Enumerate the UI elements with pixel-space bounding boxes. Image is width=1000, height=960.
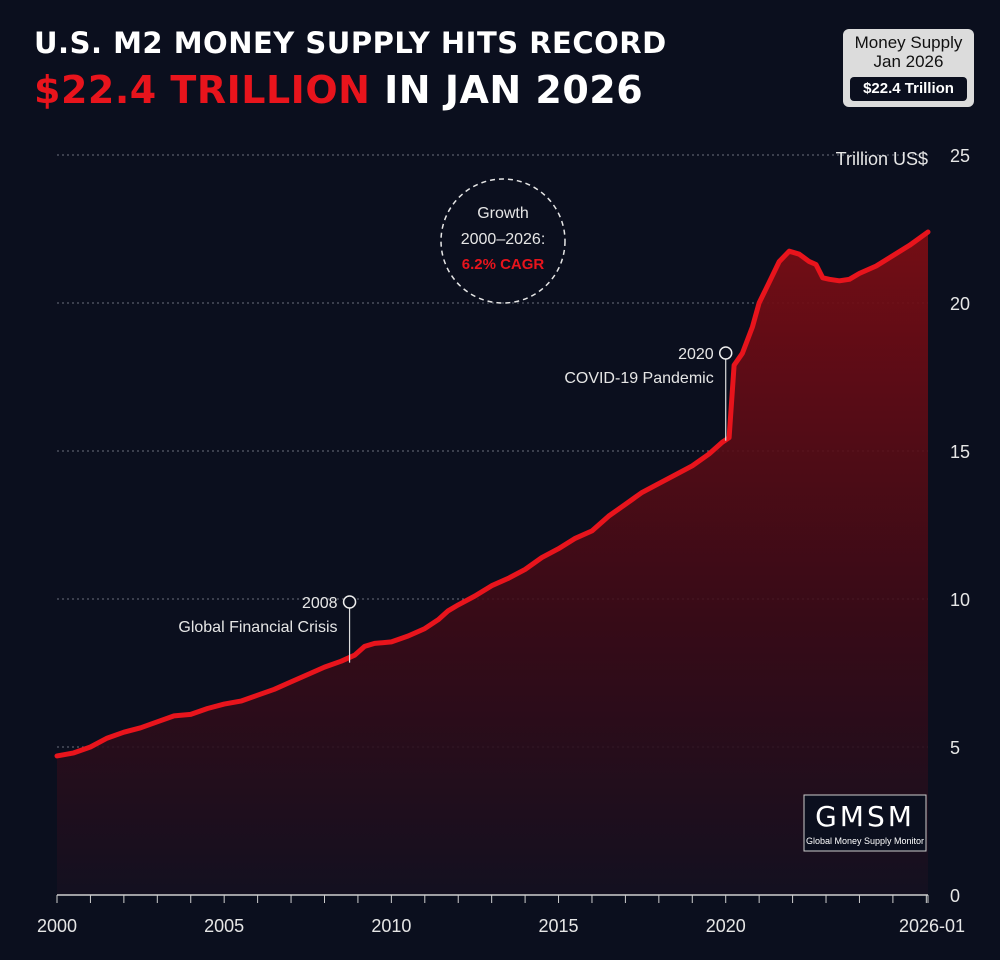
m2-area-fill — [57, 232, 928, 895]
x-tick-label: 2010 — [371, 916, 411, 936]
y-axis-label: Trillion US$ — [836, 149, 928, 169]
badge-label-line1: Money Supply — [854, 33, 963, 52]
gmsm-logo: GMSM Global Money Supply Monitor — [803, 794, 927, 852]
y-tick-label: 0 — [950, 886, 960, 906]
callout-line2: 2000–2026: — [461, 231, 546, 248]
chart-title-line2: $22.4 TRILLION IN JAN 2026 — [34, 68, 643, 112]
x-tick-label: 2000 — [37, 916, 77, 936]
title-rest: IN JAN 2026 — [370, 68, 644, 112]
y-tick-label: 10 — [950, 590, 970, 610]
title-highlight-value: $22.4 TRILLION — [34, 68, 371, 112]
callout-cagr-value: 6.2% CAGR — [462, 256, 545, 273]
annotation-marker — [718, 346, 733, 360]
logo-subtitle: Global Money Supply Monitor — [806, 836, 924, 846]
annotation-year: 2008 — [302, 595, 338, 612]
callout-line1: Growth — [477, 205, 529, 222]
x-tick-label: 2005 — [204, 916, 244, 936]
y-tick-label: 15 — [950, 442, 970, 462]
annotation-marker — [342, 595, 357, 609]
chart-title-line1: U.S. M2 MONEY SUPPLY HITS RECORD — [34, 26, 667, 60]
callout-circle — [440, 178, 566, 304]
badge-label-line2: Jan 2026 — [873, 52, 944, 71]
x-tick-label: 2026-01 — [899, 916, 965, 936]
y-tick-label: 20 — [950, 294, 970, 314]
m2-series-line — [54, 229, 931, 759]
x-tick-label: 2020 — [706, 916, 746, 936]
annotation-text: COVID-19 Pandemic — [564, 370, 713, 387]
summary-badge: Money Supply Jan 2026 $22.4 Trillion — [843, 29, 974, 107]
badge-value: $22.4 Trillion — [850, 77, 967, 101]
y-tick-label: 25 — [950, 146, 970, 166]
annotation-text: Global Financial Crisis — [178, 619, 337, 636]
annotation-year: 2020 — [678, 346, 714, 363]
logo-text: GMSM — [815, 800, 915, 833]
cagr-callout: Growth 2000–2026: 6.2% CAGR — [440, 178, 566, 304]
x-tick-label: 2015 — [539, 916, 579, 936]
y-tick-label: 5 — [950, 738, 960, 758]
